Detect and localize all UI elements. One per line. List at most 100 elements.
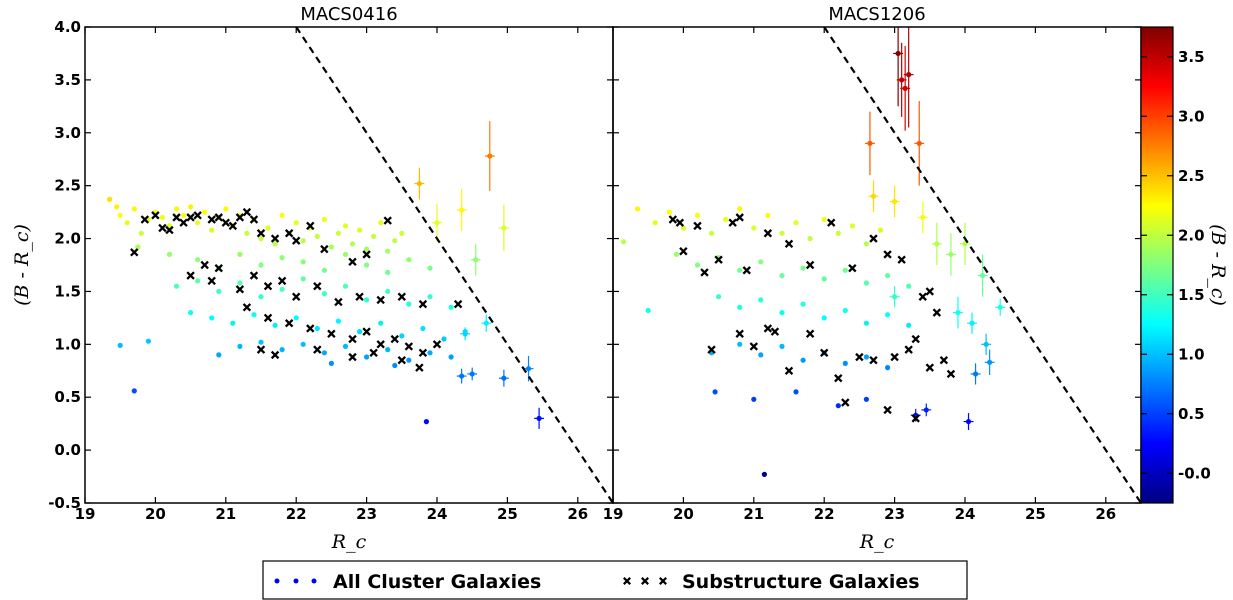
colorbar-tick-label: 1.0 xyxy=(1178,345,1205,363)
substructure-galaxy-marker xyxy=(946,369,956,379)
cluster-galaxy-point xyxy=(737,206,743,212)
cluster-galaxy-point xyxy=(216,288,222,294)
x-tick-label: 21 xyxy=(743,505,764,523)
substructure-galaxy-marker xyxy=(348,334,357,344)
cluster-galaxy-point xyxy=(124,220,130,226)
panel-left-ylabel: (B - R_c) xyxy=(11,224,33,306)
substructure-galaxy-marker xyxy=(383,216,392,225)
colorbar-tick-label: 3.0 xyxy=(1178,107,1205,125)
cluster-galaxy-point xyxy=(371,233,377,239)
cluster-galaxy-point xyxy=(863,320,870,326)
error-bar-galaxy xyxy=(470,243,481,276)
substructure-galaxy-marker xyxy=(165,225,174,235)
cluster-galaxy-point xyxy=(779,273,785,279)
y-tick-label: 2.5 xyxy=(54,177,81,195)
cluster-galaxy-point xyxy=(335,318,341,324)
error-bar-galaxy xyxy=(977,254,988,297)
cluster-galaxy-point xyxy=(321,350,327,356)
substructure-galaxy-marker xyxy=(742,266,751,275)
cluster-galaxy-point xyxy=(863,396,870,402)
error-bar-galaxy xyxy=(889,286,900,308)
cluster-galaxy-point xyxy=(723,216,729,223)
cluster-galaxy-point xyxy=(666,209,672,215)
substructure-galaxy-marker xyxy=(284,318,294,328)
cluster-galaxy-point xyxy=(321,267,327,273)
cluster-galaxy-point xyxy=(385,269,391,275)
substructure-galaxy-marker xyxy=(714,255,723,264)
cluster-galaxy-point xyxy=(321,291,327,297)
cluster-galaxy-point xyxy=(188,310,194,316)
substructure-galaxy-marker xyxy=(179,218,188,227)
cluster-galaxy-point xyxy=(230,320,236,326)
substructure-galaxy-marker xyxy=(453,299,463,309)
cluster-galaxy-point xyxy=(821,216,827,223)
colorbar-label: (B - R_c) xyxy=(1207,224,1229,306)
substructure-galaxy-marker xyxy=(390,334,399,344)
cluster-galaxy-point xyxy=(842,267,848,273)
substructure-galaxy-marker xyxy=(869,234,878,243)
cluster-galaxy-point xyxy=(293,220,299,226)
error-bar-galaxy xyxy=(981,333,992,355)
substructure-galaxy-marker xyxy=(186,271,195,280)
x-tick-label: 26 xyxy=(567,505,588,523)
substructure-galaxy-marker xyxy=(327,329,336,338)
substructure-galaxy-marker xyxy=(242,207,252,217)
substructure-galaxy-marker xyxy=(679,247,688,256)
cluster-galaxy-point xyxy=(800,265,806,271)
x-tick-label: 19 xyxy=(75,505,96,523)
substructure-galaxy-marker xyxy=(249,271,259,280)
cluster-galaxy-point xyxy=(406,357,412,363)
cluster-galaxy-point xyxy=(751,396,757,402)
substructure-galaxy-marker xyxy=(763,229,773,238)
cluster-galaxy-point xyxy=(258,294,264,300)
substructure-galaxy-marker xyxy=(242,303,252,312)
x-tick-label: 24 xyxy=(427,505,448,523)
cluster-galaxy-point xyxy=(117,342,123,348)
x-tick-label: 23 xyxy=(356,505,377,523)
cluster-galaxy-point xyxy=(279,286,285,292)
legend: All Cluster Galaxies Substructure Galaxi… xyxy=(262,560,968,600)
substructure-galaxy-marker xyxy=(151,211,160,220)
y-tick-label: 0.0 xyxy=(54,441,81,459)
cluster-galaxy-point xyxy=(863,354,870,360)
substructure-galaxy-marker xyxy=(270,234,280,243)
substructure-galaxy-marker xyxy=(284,229,294,238)
substructure-galaxy-marker xyxy=(805,260,815,270)
cluster-galaxy-point xyxy=(314,233,320,239)
cluster-galaxy-point xyxy=(314,325,320,332)
cluster-galaxy-point xyxy=(737,341,743,347)
substructure-galaxy-marker xyxy=(827,218,836,227)
colorbar-gradient xyxy=(1140,26,1174,504)
cluster-galaxy-point xyxy=(758,259,764,265)
y-tick-label: 1.0 xyxy=(54,335,81,353)
substructure-galaxy-marker xyxy=(270,350,280,360)
cluster-galaxy-point xyxy=(237,251,243,257)
substructure-galaxy-marker xyxy=(834,373,843,383)
cluster-galaxy-point xyxy=(737,304,743,310)
legend-cluster-label: All Cluster Galaxies xyxy=(333,571,541,593)
cluster-galaxy-point xyxy=(342,251,349,257)
magnitude-cut-line xyxy=(295,27,613,503)
substructure-galaxy-marker xyxy=(256,345,266,354)
substructure-galaxy-marker xyxy=(200,260,209,270)
cluster-galaxy-point xyxy=(885,365,891,371)
cluster-galaxy-point xyxy=(349,241,356,247)
cluster-galaxy-point xyxy=(202,209,208,215)
cluster-galaxy-point xyxy=(821,315,827,321)
cluster-galaxy-point xyxy=(863,241,870,247)
colorbar-tick-label: 0.5 xyxy=(1178,405,1205,423)
cluster-galaxy-point xyxy=(793,220,799,226)
y-tick-label: 3.0 xyxy=(54,124,81,142)
cluster-galaxy-point xyxy=(761,471,768,477)
x-tick-label: 21 xyxy=(215,505,236,523)
cluster-galaxy-point xyxy=(272,241,278,247)
panel-right-frame xyxy=(612,26,1142,504)
cluster-galaxy-point xyxy=(800,357,806,363)
cluster-galaxy-point xyxy=(342,283,349,289)
substructure-galaxy-marker xyxy=(841,398,850,407)
error-bar-galaxy xyxy=(963,413,974,431)
panel-left-points xyxy=(107,27,613,503)
cluster-galaxy-point xyxy=(765,212,771,218)
cluster-galaxy-point xyxy=(188,204,194,210)
